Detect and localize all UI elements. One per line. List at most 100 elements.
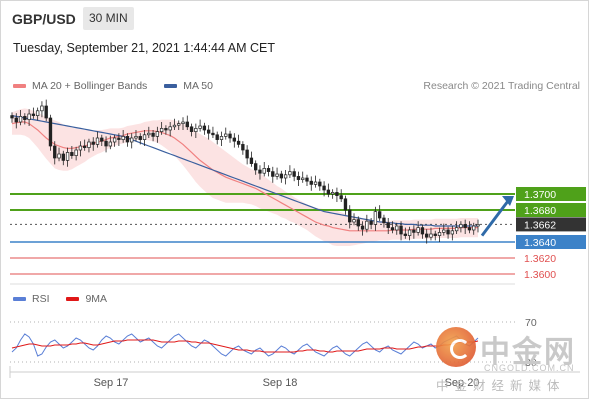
candle xyxy=(121,130,125,143)
candle xyxy=(48,114,53,151)
candle xyxy=(185,115,189,130)
candle xyxy=(181,117,185,130)
candle-body xyxy=(288,171,292,176)
rsi-layer: 70 30 xyxy=(10,283,537,369)
candle xyxy=(70,146,74,159)
candle-body xyxy=(275,173,279,177)
price-level-layer: 1.3700 1.3680 1.3662 1.3640 1.3620 1.3600 xyxy=(10,187,586,281)
9ma-swatch xyxy=(66,297,80,302)
candle-body xyxy=(313,181,318,185)
candle xyxy=(164,125,168,135)
candle xyxy=(130,133,134,149)
candle xyxy=(412,225,416,239)
candle-body xyxy=(35,110,40,116)
candle xyxy=(377,205,382,222)
price-level-label: 1.3680 xyxy=(524,205,556,217)
candle-body xyxy=(390,227,395,231)
candle-body xyxy=(57,153,61,159)
candle-body xyxy=(365,220,369,230)
candle-body xyxy=(360,225,365,230)
candle-body xyxy=(249,157,254,164)
candle xyxy=(382,214,386,228)
candle xyxy=(151,130,155,142)
candle xyxy=(104,136,108,153)
candle xyxy=(301,171,305,183)
candle xyxy=(177,120,181,130)
legend-item-ma20: MA 20 + Bollinger Bands xyxy=(13,80,147,92)
x-tick-label: Sep 18 xyxy=(263,377,298,389)
candle xyxy=(202,122,207,135)
legend-label-9ma: 9MA xyxy=(85,293,108,305)
candle xyxy=(236,134,241,148)
candle-body xyxy=(48,117,53,147)
watermark: 中金网 CNGOLD.COM.CN 中金财经新媒体 xyxy=(432,325,582,395)
candle-body xyxy=(305,177,309,182)
candle-body xyxy=(70,152,74,156)
candle-body xyxy=(330,192,335,195)
candle xyxy=(211,126,215,138)
candle xyxy=(189,123,194,137)
candle-body xyxy=(142,134,147,140)
candle xyxy=(420,224,425,239)
candle-body xyxy=(138,136,142,140)
candle xyxy=(57,147,61,162)
candle-body xyxy=(78,145,83,151)
candle-body xyxy=(309,180,313,185)
candle-body xyxy=(228,133,232,139)
candle xyxy=(18,110,23,126)
candle xyxy=(279,170,284,183)
candle-body xyxy=(450,230,455,235)
timeframe-button[interactable]: 30 MIN xyxy=(83,7,134,30)
candle xyxy=(23,113,27,125)
candle-body xyxy=(292,171,296,177)
candle-body xyxy=(155,131,160,137)
candle-body xyxy=(352,219,356,223)
candle-body xyxy=(399,225,403,235)
forecast-arrow-layer xyxy=(480,196,514,237)
price-level-label: 1.3640 xyxy=(524,237,556,249)
candle xyxy=(74,146,78,161)
price-level-label: 1.3700 xyxy=(524,189,556,201)
candle-body xyxy=(271,171,275,177)
watermark-slogan: 中金财经新媒体 xyxy=(436,379,566,393)
candle xyxy=(348,205,352,229)
candle-body xyxy=(181,121,185,124)
candle xyxy=(390,221,395,234)
candle-body xyxy=(224,133,228,137)
candle-body xyxy=(232,137,236,142)
candle xyxy=(442,223,446,236)
watermark-url: CNGOLD.COM.CN xyxy=(484,363,575,373)
candle xyxy=(65,147,70,167)
candle xyxy=(108,135,113,150)
candle xyxy=(206,125,211,140)
candle xyxy=(10,112,14,123)
candle-body xyxy=(44,105,48,119)
candle xyxy=(95,131,100,148)
candle xyxy=(138,133,142,145)
bollinger-band-layer xyxy=(12,108,478,247)
candle xyxy=(125,133,130,147)
candle xyxy=(224,127,228,140)
candle xyxy=(87,138,91,153)
candle-body xyxy=(23,116,27,120)
bollinger-band xyxy=(12,108,478,247)
candle-body xyxy=(476,224,480,227)
candle-body xyxy=(134,136,138,139)
x-axis-layer: Sep 17 Sep 18 Sep 20 xyxy=(9,366,580,389)
candle xyxy=(309,176,313,191)
candle-body xyxy=(245,149,249,159)
candle xyxy=(262,162,266,177)
candle xyxy=(172,118,177,130)
legend-label-ma50: MA 50 xyxy=(183,80,213,92)
rsi-swatch xyxy=(13,297,26,302)
legend-item-9ma: 9MA xyxy=(66,293,107,305)
candle xyxy=(147,126,151,138)
forecast-arrow-shaft xyxy=(480,200,510,237)
watermark-logo-icon xyxy=(436,327,476,367)
research-credit: Research © 2021 Trading Central xyxy=(423,80,580,92)
candle xyxy=(369,218,373,230)
candle xyxy=(292,168,296,182)
candle-body xyxy=(168,126,172,131)
